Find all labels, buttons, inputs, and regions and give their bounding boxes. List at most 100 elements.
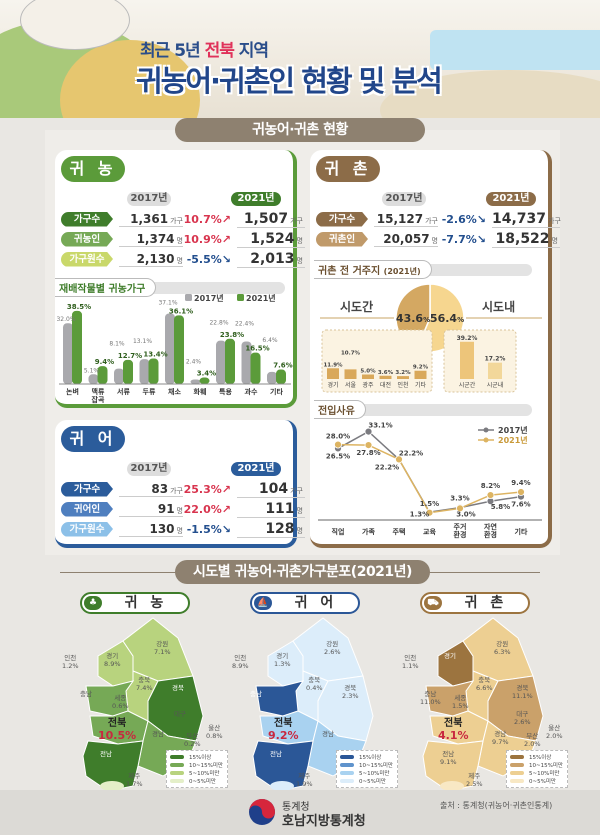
bar (379, 375, 392, 379)
value-2017: 130 명 (119, 522, 183, 537)
value-2017: 83 가구 (119, 482, 183, 497)
map-farm: ♣ 귀 농 인천 1.2% 경기 8.9% 강원 7.1% 충북 7.4% 세종 0.6% 충남 경북 대구… (60, 590, 230, 792)
category-label: 광주 (362, 382, 374, 389)
map-fish: ⛵ 귀 어 인천 8.9% 경기 1.3% 강원 2.6% 충북 0.4% 충남 경북 2.3% 경남 전남… (230, 590, 400, 792)
region-label: 울산 0.8% (206, 724, 223, 740)
value-2021-number: 2,013 (250, 250, 295, 267)
region-label: 제주 1.9% (296, 772, 313, 788)
page-title: 귀농어·귀촌인 현황 및 분석 (136, 64, 443, 98)
legend-item: 5~10%미만 (510, 769, 564, 777)
region-label: 충북 6.6% (476, 676, 493, 692)
data-label: 22.2% (375, 463, 399, 471)
bar-2021 (97, 366, 108, 384)
farm-tag: 귀 농 (61, 156, 125, 182)
farm-icon: ♣ (84, 596, 102, 610)
data-label: 32.0% (57, 316, 76, 323)
change-rate: 10.7%↗ (183, 213, 231, 226)
jeonbuk-highlight: 전북 10.5% (98, 718, 136, 742)
category-label: 서류 (117, 387, 130, 396)
region-label: 전남 (100, 750, 112, 758)
data-label: 11.9% (323, 362, 343, 368)
subtitle-post: 지역 (238, 41, 269, 61)
region-value: 0.8% (206, 732, 223, 740)
legend-item: 10~15%미만 (170, 761, 224, 769)
category-label: 기타 (270, 387, 283, 396)
legend-item: 10~15%미만 (340, 761, 394, 769)
legend-label: 15%이상 (529, 755, 552, 761)
year-2017: 2017년 (382, 192, 426, 206)
unit: 명 (176, 236, 183, 245)
bar-2021 (174, 315, 184, 384)
org-name-2: 호남지방통계청 (282, 814, 366, 829)
region-value: 9.1% (440, 758, 457, 766)
data-label: 28.0% (326, 433, 350, 441)
region-label: 경북 2.3% (342, 684, 359, 700)
change-rate-value: 22.0% (183, 502, 222, 516)
data-label: 17.2% (485, 356, 506, 363)
value-2017-number: 1,374 (136, 231, 175, 246)
region-value: 11.0% (420, 698, 441, 706)
region-label: 세종 0.6% (112, 694, 129, 710)
region-value: 7.4% (136, 684, 153, 692)
category-label: 시군내 (487, 381, 504, 389)
bar-2017 (267, 371, 277, 384)
unit: 가구 (425, 216, 438, 225)
region-value: 11.1% (512, 692, 533, 700)
korea-map (252, 617, 374, 792)
data-label: 8.1% (109, 341, 125, 348)
region-value: 2.3% (342, 692, 359, 700)
legend-marker (483, 427, 489, 433)
category-label: 인천 (397, 381, 408, 389)
value-2021: 14,737 가구 (492, 211, 561, 228)
region-label: 제주 2.5% (466, 772, 483, 788)
year-2017: 2017년 (127, 462, 171, 476)
legend-swatch (510, 771, 524, 775)
category-label: 교육 (423, 527, 436, 536)
bar-2017 (114, 368, 124, 384)
jeonbuk-value: 4.1% (438, 729, 469, 742)
subtitle-highlight: 전북 (204, 41, 235, 61)
legend-item: 2017년 (185, 293, 224, 303)
jeonbuk-value: 9.2% (268, 729, 299, 742)
data-label: 38.5% (67, 303, 91, 311)
region-name: 대구 (174, 710, 186, 718)
region-name: 대구 (516, 710, 529, 718)
legend-swatch (170, 771, 184, 775)
region-name: 인천 (404, 654, 417, 662)
data-label: 9.2% (413, 365, 429, 371)
data-point (364, 441, 373, 450)
bar (397, 376, 409, 379)
data-label: 33.1% (368, 422, 392, 430)
pie-value: 43.6 (396, 312, 423, 325)
rural-card: 귀 촌 2017년 2021년 가구수 15,127 가구 -2.6%↘ 14,737 가… (310, 150, 561, 548)
legend-label: 5~10%미만 (189, 771, 220, 777)
arrow-up-icon: ↗ (221, 232, 231, 246)
category-label: 주택 (393, 527, 406, 536)
data-label: 7.6% (511, 501, 530, 509)
region-label: 경북 (172, 684, 184, 692)
region-name: 충북 (138, 676, 151, 684)
government-logo-icon (249, 799, 275, 825)
row-label: 가구수 (61, 211, 113, 227)
legend-label: 10~15%미만 (529, 763, 563, 769)
region-name: 부산 (526, 732, 539, 740)
bar (362, 374, 374, 379)
category-label: 맥류 (92, 387, 105, 396)
legend-swatch (510, 763, 524, 767)
source-note: 출처 : 통계청(귀농어·귀촌인통계) (440, 801, 553, 810)
data-label: 3.4% (197, 370, 216, 378)
region-label: 인천 8.9% (232, 654, 249, 670)
region-name: 제주 (468, 772, 481, 780)
origin-title: 귀촌 전 거주지 (2021년) (314, 260, 432, 279)
unit: 가구 (548, 216, 561, 225)
legend-item: 15%이상 (170, 753, 224, 761)
value-2017-number: 130 (149, 521, 175, 536)
unit: 명 (176, 506, 183, 515)
legend-label: 15%이상 (189, 755, 212, 761)
row-label: 가구수 (61, 481, 113, 497)
rural-tag: 귀 촌 (316, 156, 380, 182)
legend-item: 0~5%미만 (510, 777, 564, 785)
category-label: 주거 (454, 522, 467, 531)
unit: 가구 (170, 216, 183, 225)
map-rural: ⛟ 귀 촌 인천 1.1% 경기 강원 6.3% 충북 6.6% 세종 1.5% 충남 11.0% 경북 1… (400, 590, 570, 792)
